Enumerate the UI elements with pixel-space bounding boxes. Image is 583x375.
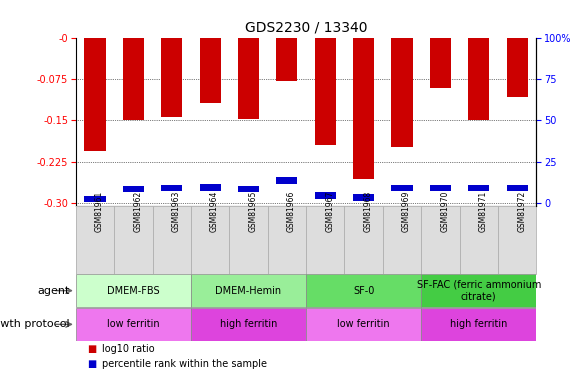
Text: GSM81968: GSM81968 bbox=[364, 191, 373, 232]
Bar bbox=[430, 38, 451, 88]
Text: GSM81970: GSM81970 bbox=[440, 191, 449, 232]
Bar bbox=[114, 206, 153, 274]
Text: GSM81961: GSM81961 bbox=[95, 191, 104, 232]
Bar bbox=[161, 184, 182, 191]
Text: SF-0: SF-0 bbox=[353, 286, 374, 296]
Bar bbox=[191, 308, 306, 340]
Title: GDS2230 / 13340: GDS2230 / 13340 bbox=[245, 21, 367, 35]
Bar bbox=[238, 38, 259, 119]
Bar bbox=[153, 206, 191, 274]
Bar bbox=[507, 38, 528, 97]
Bar bbox=[315, 192, 336, 199]
Bar bbox=[76, 206, 114, 274]
Bar bbox=[468, 38, 489, 120]
Bar bbox=[306, 274, 421, 307]
Bar bbox=[315, 38, 336, 146]
Bar bbox=[353, 38, 374, 178]
Text: high ferritin: high ferritin bbox=[450, 320, 507, 329]
Text: agent: agent bbox=[37, 286, 70, 296]
Text: log10 ratio: log10 ratio bbox=[102, 344, 154, 354]
Bar bbox=[353, 194, 374, 201]
Bar bbox=[199, 184, 221, 191]
Text: DMEM-Hemin: DMEM-Hemin bbox=[216, 286, 282, 296]
Text: GSM81962: GSM81962 bbox=[134, 191, 142, 232]
Text: low ferritin: low ferritin bbox=[338, 320, 390, 329]
Bar bbox=[199, 38, 221, 103]
Text: growth protocol: growth protocol bbox=[0, 320, 70, 329]
Bar bbox=[306, 206, 345, 274]
Text: ■: ■ bbox=[87, 359, 97, 369]
Bar bbox=[123, 186, 144, 192]
Bar bbox=[229, 206, 268, 274]
Bar bbox=[85, 196, 106, 202]
Text: high ferritin: high ferritin bbox=[220, 320, 277, 329]
Text: GSM81965: GSM81965 bbox=[248, 191, 258, 232]
Text: low ferritin: low ferritin bbox=[107, 320, 160, 329]
Bar bbox=[123, 38, 144, 120]
Bar bbox=[391, 38, 413, 147]
Text: GSM81966: GSM81966 bbox=[287, 191, 296, 232]
Bar bbox=[459, 206, 498, 274]
Bar bbox=[507, 184, 528, 191]
Bar bbox=[345, 206, 383, 274]
Text: percentile rank within the sample: percentile rank within the sample bbox=[102, 359, 267, 369]
Bar bbox=[191, 274, 306, 307]
Text: DMEM-FBS: DMEM-FBS bbox=[107, 286, 160, 296]
Bar bbox=[268, 206, 306, 274]
Bar bbox=[421, 308, 536, 340]
Bar bbox=[306, 308, 421, 340]
Text: GSM81967: GSM81967 bbox=[325, 191, 334, 232]
Bar bbox=[421, 206, 459, 274]
Text: GSM81964: GSM81964 bbox=[210, 191, 219, 232]
Bar bbox=[498, 206, 536, 274]
Bar bbox=[76, 308, 191, 340]
Bar bbox=[191, 206, 229, 274]
Bar bbox=[85, 38, 106, 151]
Bar bbox=[421, 274, 536, 307]
Bar bbox=[468, 184, 489, 191]
Text: GSM81963: GSM81963 bbox=[172, 191, 181, 232]
Bar bbox=[161, 38, 182, 117]
Text: GSM81972: GSM81972 bbox=[517, 191, 526, 232]
Bar bbox=[276, 177, 297, 184]
Text: ■: ■ bbox=[87, 344, 97, 354]
Bar bbox=[276, 38, 297, 81]
Text: GSM81971: GSM81971 bbox=[479, 191, 488, 232]
Bar bbox=[430, 184, 451, 191]
Text: SF-FAC (ferric ammonium
citrate): SF-FAC (ferric ammonium citrate) bbox=[417, 280, 541, 302]
Bar bbox=[391, 184, 413, 191]
Bar bbox=[238, 186, 259, 192]
Bar bbox=[76, 274, 191, 307]
Bar bbox=[383, 206, 421, 274]
Text: GSM81969: GSM81969 bbox=[402, 191, 411, 232]
